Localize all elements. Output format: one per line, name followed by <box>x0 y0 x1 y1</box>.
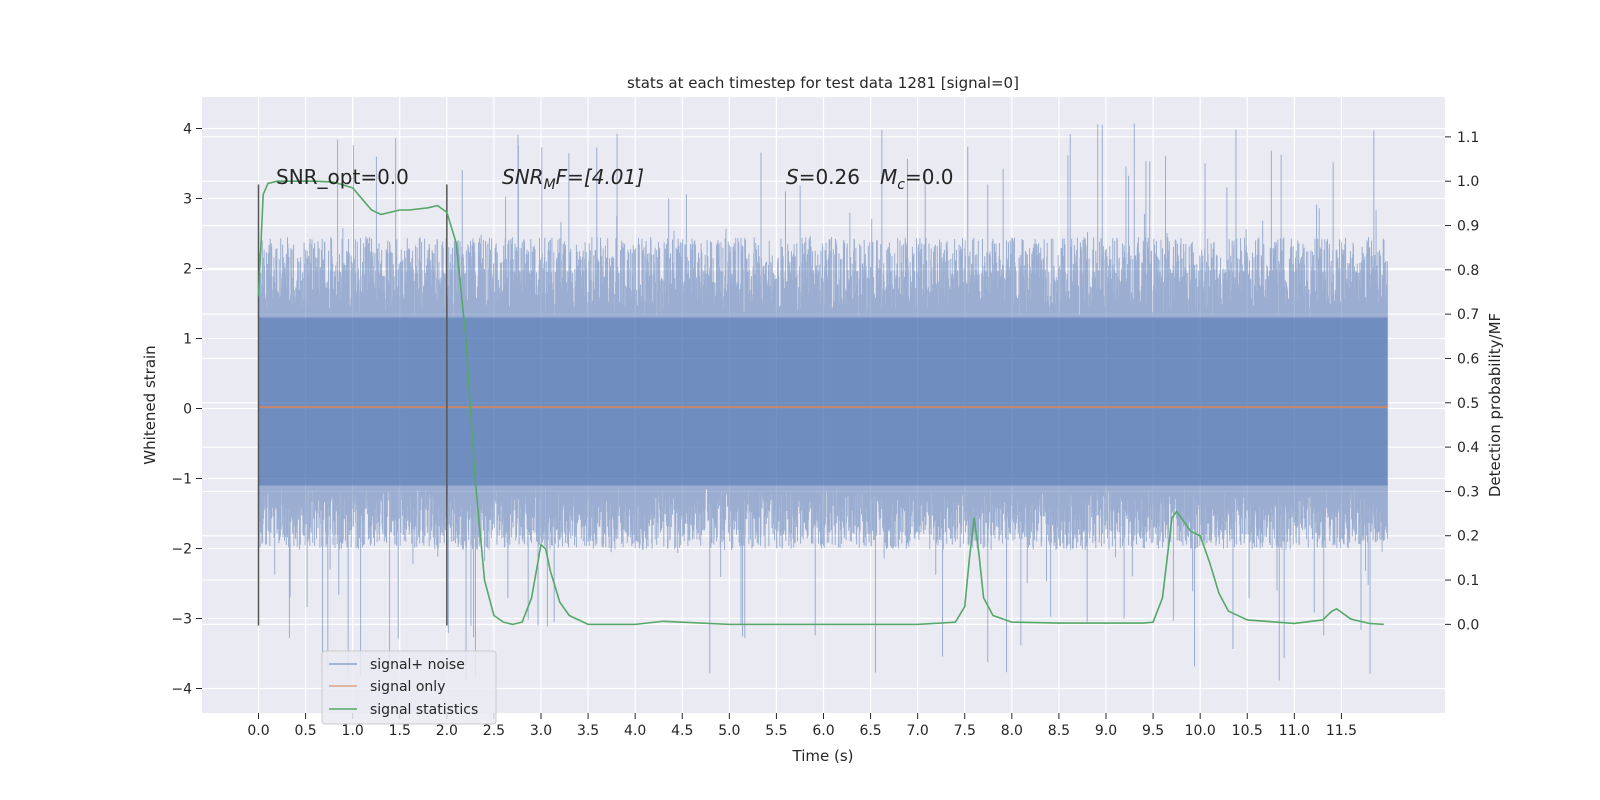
y-axis-label-right: Detection probability/MF <box>1486 313 1504 497</box>
x-tick-label: 5.0 <box>718 723 740 739</box>
annotation-mc-value: =0.0 <box>905 165 954 189</box>
x-tick-label: 8.5 <box>1048 723 1070 739</box>
y-right-tick-label: 0.5 <box>1457 396 1479 412</box>
x-tick-label: 6.5 <box>859 723 881 739</box>
window-markers <box>257 184 448 626</box>
x-tick-label: 9.0 <box>1095 723 1117 739</box>
x-tick-label: 1.0 <box>342 723 364 739</box>
y-right-tick-label: 1.1 <box>1457 130 1479 146</box>
annotation-s-symbol: S <box>786 165 799 189</box>
y-right-tick-label: 0.9 <box>1457 219 1479 235</box>
x-tick-label: 10.0 <box>1185 723 1216 739</box>
legend-label-signal-noise: signal+ noise <box>370 657 465 673</box>
y-right-tick-label: 1.0 <box>1457 174 1479 190</box>
x-axis-label: Time (s) <box>792 747 854 765</box>
y-left-tick-label: −4 <box>171 682 192 698</box>
annotation-snr-mf-subscript: M <box>544 177 556 193</box>
x-tick-label: 2.5 <box>483 723 505 739</box>
y-axis-label-left: Whitened strain <box>141 345 159 464</box>
y-right-tick-label: 0.3 <box>1457 484 1479 500</box>
x-tick-label: 5.5 <box>765 723 787 739</box>
y-left-tick-label: 2 <box>183 262 192 278</box>
ticks: 0.0 0.5 1.0 1.5 2.0 2.5 3.0 3.5 4.0 4.5 5.0 5.5 6.0 6… <box>171 122 1479 740</box>
x-tick-label: 1.5 <box>389 723 411 739</box>
x-tick-label: 3.0 <box>530 723 552 739</box>
annotation-snr-mf-symbol: SNR <box>502 165 544 189</box>
y-left-tick-label: 3 <box>183 192 192 208</box>
annotation-mc-symbol: M <box>880 165 897 189</box>
annotation-snr-mf: SNRMF=[4.01] <box>502 165 644 193</box>
x-tick-label: 0.5 <box>294 723 316 739</box>
annotation-s: S=0.26 <box>786 165 860 189</box>
annotation-snr-mf-value: F=[4.01] <box>556 165 644 189</box>
y-right-tick-label: 0.2 <box>1457 529 1479 545</box>
y-left-tick-label: 0 <box>183 402 192 418</box>
x-tick-label: 3.5 <box>577 723 599 739</box>
y-left-tick-label: 4 <box>183 122 192 138</box>
x-tick-label: 9.5 <box>1142 723 1164 739</box>
y-right-tick-label: 0.7 <box>1457 307 1479 323</box>
annotation-snr-opt: SNR_opt=0.0 <box>276 165 409 189</box>
signal-statistics-line <box>257 180 1384 626</box>
y-right-tick-label: 0.8 <box>1457 263 1479 279</box>
y-left-tick-label: −1 <box>171 472 192 488</box>
x-tick-label: 8.0 <box>1001 723 1023 739</box>
y-left-tick-label: −3 <box>171 612 192 628</box>
series-signal-statistics <box>257 180 1384 626</box>
legend-label-signal-only: signal only <box>370 679 445 695</box>
legend: signal+ noise signal only signal statist… <box>321 650 497 725</box>
y-right-tick-label: 0.4 <box>1457 440 1479 456</box>
annotation-s-value: =0.26 <box>799 165 860 189</box>
y-right-tick-label: 0.6 <box>1457 351 1479 367</box>
x-tick-label: 11.0 <box>1279 723 1310 739</box>
x-tick-label: 4.0 <box>624 723 646 739</box>
x-tick-label: 0.0 <box>247 723 269 739</box>
annotation-mc-subscript: c <box>897 177 905 193</box>
legend-box <box>321 650 497 725</box>
y-left-tick-label: −2 <box>171 542 192 558</box>
x-tick-label: 11.5 <box>1326 723 1357 739</box>
x-tick-label: 6.0 <box>812 723 834 739</box>
x-tick-label: 4.5 <box>671 723 693 739</box>
y-right-tick-label: 0.0 <box>1457 617 1479 633</box>
x-tick-label: 10.5 <box>1232 723 1263 739</box>
annotation-mc: Mc=0.0 <box>880 165 954 193</box>
x-tick-label: 7.5 <box>954 723 976 739</box>
y-left-tick-label: 1 <box>183 332 192 348</box>
legend-label-signal-statistics: signal statistics <box>370 702 478 718</box>
y-right-tick-label: 0.1 <box>1457 573 1479 589</box>
chart-title: stats at each timestep for test data 128… <box>627 74 1019 92</box>
x-tick-label: 2.0 <box>436 723 458 739</box>
x-tick-label: 7.0 <box>907 723 929 739</box>
